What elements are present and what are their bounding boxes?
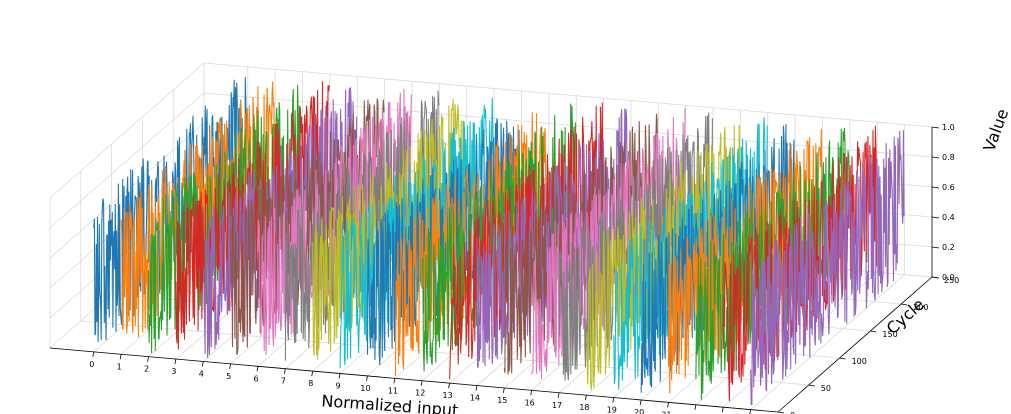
x-axis-tick: [639, 399, 642, 406]
z-axis-tick: [931, 186, 940, 189]
x-tick-label: 10: [360, 384, 370, 393]
series-line-input-1: [120, 81, 276, 338]
z-axis-tick: [931, 216, 940, 219]
chart-axes: 0123456789101112131415161718192021222324…: [49, 123, 959, 414]
y-axis-tick: [870, 330, 877, 333]
x-axis-line: [49, 347, 779, 413]
x-axis-tick: [147, 356, 149, 362]
x-axis-tick: [229, 363, 232, 369]
x-tick-label: 7: [281, 377, 286, 386]
x-tick-label: 17: [552, 401, 562, 410]
left-wall-grid-line: [49, 92, 205, 229]
x-axis-tick: [749, 409, 752, 414]
x-axis-tick: [721, 407, 724, 413]
x-axis-tick: [174, 358, 177, 365]
x-axis-tick: [557, 392, 560, 398]
y-axis-tick: [777, 411, 785, 414]
x-tick-label: 9: [336, 382, 341, 391]
x-axis-tick: [201, 361, 204, 367]
y-tick-label: 0: [790, 411, 795, 414]
y-tick-label: 150: [882, 330, 897, 339]
x-tick-label: 16: [525, 398, 535, 407]
y-axis-title: Cycle: [883, 295, 928, 338]
back-wall-grid-line: [203, 92, 933, 158]
z-tick-label: 0.6: [942, 183, 955, 192]
y-axis-tick: [901, 303, 908, 306]
x-axis-tick: [366, 375, 368, 381]
x-tick-label: 8: [308, 379, 313, 388]
x-axis-tick: [256, 366, 259, 372]
x-tick-label: 0: [89, 360, 94, 369]
z-tick-label: 0.4: [942, 213, 955, 222]
x-tick-label: 21: [661, 410, 671, 414]
x-axis-tick: [530, 390, 533, 396]
z-axis-tick: [931, 126, 940, 129]
floor-grid-line: [750, 274, 905, 410]
x-tick-label: 2: [144, 365, 149, 374]
series-line-input-2: [147, 84, 303, 354]
y-axis-tick: [808, 384, 815, 387]
x-axis-tick: [585, 395, 587, 401]
z-tick-label: 1.0: [942, 123, 955, 132]
y-axis-line: [777, 276, 933, 413]
z-axis-tick: [931, 246, 940, 249]
y-tick-label: 200: [913, 303, 928, 312]
y-tick-label: 250: [944, 276, 959, 285]
x-axis-tick: [119, 354, 122, 360]
x-axis-tick: [420, 380, 423, 386]
x-tick-label: 22: [689, 413, 699, 414]
x-tick-label: 19: [607, 406, 617, 414]
x-tick-label: 5: [226, 372, 231, 381]
x-tick-label: 15: [497, 396, 507, 405]
x-axis-tick: [475, 385, 478, 391]
chart-series-group: [93, 76, 905, 406]
x-tick-label: 6: [253, 374, 258, 383]
left-wall-grid-line: [49, 62, 205, 199]
x-tick-label: 4: [199, 369, 204, 378]
z-axis-tick: [931, 276, 940, 279]
x-tick-label: 14: [470, 394, 480, 403]
x-tick-label: 13: [442, 391, 452, 400]
z-axis-title: Value: [979, 106, 1011, 154]
y-tick-label: 100: [852, 357, 867, 366]
x-axis-tick: [612, 397, 615, 403]
z-axis-tick: [931, 156, 940, 159]
x-axis-tick: [502, 387, 505, 394]
y-axis-tick: [839, 357, 846, 360]
x-axis-tick: [283, 368, 286, 374]
x-tick-label: 11: [388, 386, 398, 395]
series-line-input-24: [750, 130, 905, 406]
x-tick-label: 3: [171, 367, 176, 376]
x-axis-tick: [448, 383, 450, 389]
x-axis-tick: [311, 371, 314, 377]
z-tick-label: 0.2: [942, 243, 955, 252]
x-tick-label: 1: [117, 362, 122, 371]
x-tick-label: 20: [634, 408, 644, 414]
z-tick-label: 0.0: [942, 273, 955, 282]
x-tick-label: 12: [415, 389, 425, 398]
y-tick-label: 50: [821, 384, 831, 393]
x-axis-tick: [92, 351, 95, 357]
x-axis-tick: [667, 402, 669, 408]
x-tick-label: 18: [579, 403, 589, 412]
x-axis-tick: [338, 373, 341, 379]
back-wall-grid-line: [203, 62, 933, 128]
x-axis-tick: [393, 378, 396, 384]
z-tick-label: 0.8: [942, 153, 955, 162]
floor-grid-line: [80, 320, 809, 386]
series-line-input-8: [312, 98, 467, 361]
x-axis-tick: [694, 404, 697, 410]
